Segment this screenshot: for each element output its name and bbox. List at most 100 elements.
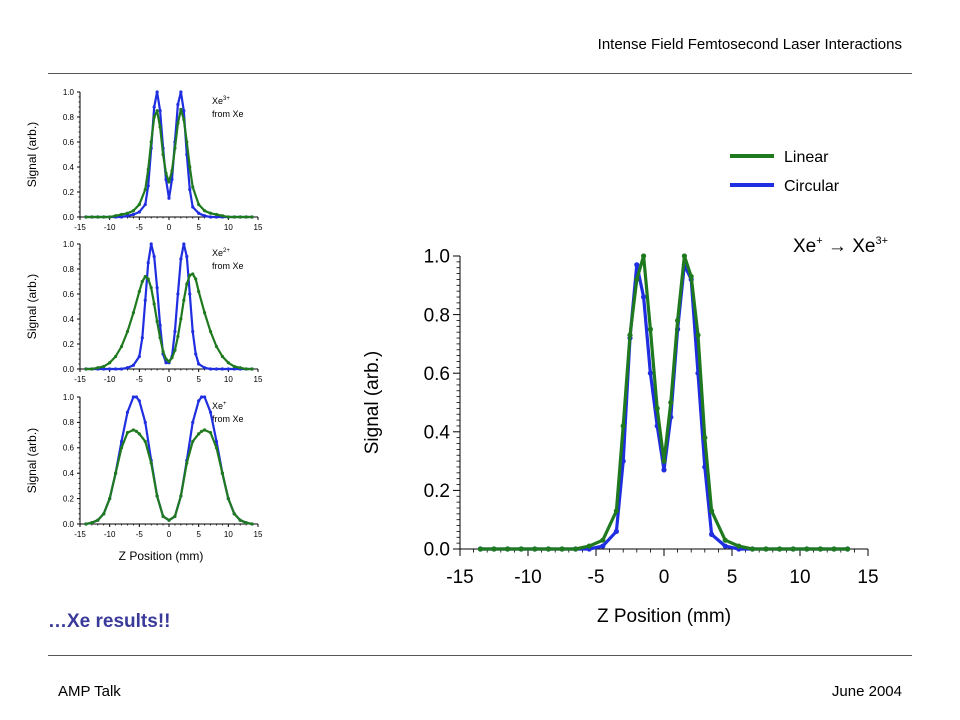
legend-linear-label: Linear <box>784 149 829 166</box>
main-point-linear <box>518 546 524 552</box>
main-point-linear <box>804 546 810 552</box>
small2-ytick-label: 0.2 <box>63 340 75 349</box>
small3-point-circular <box>137 399 141 403</box>
main-point-linear <box>586 543 592 549</box>
small3-point-circular <box>203 395 207 399</box>
small3-point-linear <box>179 494 183 498</box>
main-ylabel: Signal (arb.) <box>362 351 383 455</box>
main-series-circular <box>480 263 848 551</box>
small2-point-linear <box>179 317 183 321</box>
main-point-linear <box>559 546 565 552</box>
small2-point-linear <box>140 279 144 284</box>
main-point-circular <box>661 467 667 473</box>
small1-point-linear <box>146 167 150 172</box>
main-title-sup1: + <box>816 235 822 247</box>
small1-point-linear <box>238 215 242 219</box>
small3-chart: 0.0 0.2 0.4 0.6 0.8 1.0 -15 -10 -5 0 5 10 15 Signal (… <box>25 393 263 563</box>
main-xtick-label: -15 <box>446 567 473 588</box>
small1-point-circular <box>146 184 150 188</box>
small3-point-linear <box>114 471 118 475</box>
main-point-linear <box>545 546 552 552</box>
small1-point-linear <box>182 117 186 122</box>
main-point-linear <box>654 405 660 411</box>
small2-ytick-label: 0.6 <box>63 290 75 299</box>
main-title-sup2: 3+ <box>875 235 888 247</box>
small2-point-linear <box>185 282 189 286</box>
small3-annotation-base: Xe <box>212 401 223 411</box>
small1-point-circular <box>182 109 186 113</box>
small3-point-circular <box>214 439 219 444</box>
small2-point-linear <box>146 277 150 281</box>
main-point-circular <box>600 543 606 549</box>
small1-point-linear <box>250 215 254 219</box>
small2-point-linear <box>197 289 201 294</box>
small1-point-linear <box>226 215 230 219</box>
small2-point-linear <box>244 367 248 371</box>
small1-xtick-label: -5 <box>136 223 144 232</box>
main-ytick-label: 0.2 <box>424 481 450 502</box>
small2-point-circular <box>179 257 183 261</box>
small1-xtick-label: 5 <box>196 223 201 232</box>
small3-ytick-label: 0.0 <box>63 520 75 529</box>
small3-xtick-label: -15 <box>74 530 86 539</box>
main-point-linear <box>817 546 824 552</box>
main-xtick-label: -5 <box>588 567 605 588</box>
main-chart: 0.0 0.2 0.4 0.6 0.8 1.0 -15 -10 -5 0 5 10 15 Signal (… <box>362 247 879 627</box>
small3-point-circular <box>119 439 124 444</box>
small3-xtick-label: 0 <box>167 530 172 539</box>
small1-point-circular <box>119 215 124 219</box>
small2-xtick-label: -5 <box>136 375 144 384</box>
small2-point-circular <box>158 323 162 327</box>
small2-point-linear <box>119 344 124 349</box>
main-point-linear <box>491 546 497 552</box>
small2-point-circular <box>185 254 189 259</box>
small3-xlabel: Z Position (mm) <box>119 549 204 563</box>
small3-point-linear <box>173 514 177 518</box>
small2-ytick-label: 1.0 <box>63 240 75 249</box>
small1-point-circular <box>208 215 213 219</box>
small2-ytick-label: 0.8 <box>63 265 75 274</box>
small1-point-linear <box>179 107 183 112</box>
small2-point-circular <box>232 367 236 371</box>
small1-point-circular <box>155 90 159 94</box>
small2-point-linear <box>161 349 165 354</box>
legend-circular-label: Circular <box>784 178 840 195</box>
small2-point-circular <box>173 329 177 334</box>
main-xtick-label: 0 <box>659 567 670 588</box>
small2-xtick-label: -15 <box>74 375 86 384</box>
small2-point-circular <box>182 242 186 246</box>
small1-ylabel: Signal (arb.) <box>25 122 39 187</box>
small1-point-linear <box>185 140 189 144</box>
small1-ytick-label: 1.0 <box>63 88 75 97</box>
main-series-linear <box>480 254 848 551</box>
small2-point-linear <box>96 366 100 370</box>
small2-point-linear <box>226 361 230 365</box>
small1-point-circular <box>131 212 135 217</box>
small1-xtick-label: -10 <box>104 223 116 232</box>
small1-point-linear <box>173 146 177 150</box>
main-ytick-label: 0.0 <box>424 540 450 561</box>
small1-point-linear <box>167 180 171 184</box>
main-point-circular <box>613 528 620 535</box>
small2-point-linear <box>125 329 130 334</box>
small1-xtick-label: 10 <box>224 223 233 232</box>
small2-point-circular <box>143 298 147 302</box>
small3-point-linear <box>119 446 124 450</box>
small3-ytick-label: 0.8 <box>63 418 75 427</box>
small1-point-linear <box>152 115 156 119</box>
small3-xtick-label: 5 <box>196 530 201 539</box>
small1-point-linear <box>203 209 207 213</box>
small3-point-linear <box>137 432 141 436</box>
main-point-linear <box>736 543 742 549</box>
small3-point-linear <box>250 522 254 526</box>
small3-point-circular <box>197 399 201 403</box>
small2-point-circular <box>208 367 213 371</box>
small2-point-linear <box>173 348 177 352</box>
small2-point-linear <box>152 302 156 306</box>
small1-point-circular <box>214 215 219 219</box>
small3-point-linear <box>200 429 204 433</box>
main-point-linear <box>613 508 620 514</box>
small1-point-linear <box>155 109 159 113</box>
main-point-linear <box>620 423 626 429</box>
